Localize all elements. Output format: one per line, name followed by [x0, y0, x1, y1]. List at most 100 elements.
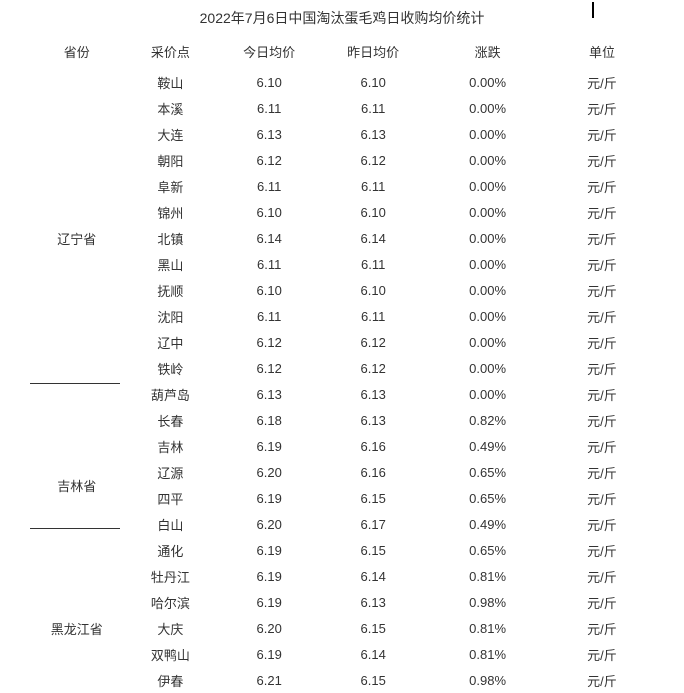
cell-today: 6.19: [217, 537, 321, 563]
table-row: 铁岭6.126.120.00%元/斤: [30, 355, 654, 381]
table-row: 双鸭山6.196.140.81%元/斤: [30, 641, 654, 667]
cell-point: 葫芦岛: [124, 381, 218, 407]
cell-yesterday: 6.13: [321, 381, 425, 407]
cell-change: 0.98%: [425, 589, 550, 615]
cell-point: 长春: [124, 407, 218, 433]
cell-unit: 元/斤: [550, 667, 654, 693]
table-body: 辽宁省鞍山6.106.100.00%元/斤本溪6.116.110.00%元/斤大…: [30, 69, 654, 693]
cell-yesterday: 6.15: [321, 537, 425, 563]
cell-yesterday: 6.14: [321, 225, 425, 251]
table-row: 通化6.196.150.65%元/斤: [30, 537, 654, 563]
cell-point: 通化: [124, 537, 218, 563]
cell-yesterday: 6.10: [321, 277, 425, 303]
table-row: 四平6.196.150.65%元/斤: [30, 485, 654, 511]
table-row: 沈阳6.116.110.00%元/斤: [30, 303, 654, 329]
table-row: 辽中6.126.120.00%元/斤: [30, 329, 654, 355]
cell-unit: 元/斤: [550, 511, 654, 537]
cell-point: 铁岭: [124, 355, 218, 381]
col-header-province: 省份: [30, 38, 124, 69]
province-cell: 吉林省: [30, 407, 124, 563]
cell-change: 0.00%: [425, 69, 550, 95]
cell-today: 6.19: [217, 485, 321, 511]
cell-yesterday: 6.15: [321, 667, 425, 693]
cell-change: 0.00%: [425, 173, 550, 199]
table-row: 抚顺6.106.100.00%元/斤: [30, 277, 654, 303]
cell-point: 牡丹江: [124, 563, 218, 589]
cell-point: 抚顺: [124, 277, 218, 303]
table-row: 辽宁省鞍山6.106.100.00%元/斤: [30, 69, 654, 95]
cell-today: 6.21: [217, 667, 321, 693]
col-header-change: 涨跌: [425, 38, 550, 69]
cell-change: 0.00%: [425, 381, 550, 407]
cell-unit: 元/斤: [550, 433, 654, 459]
cell-point: 锦州: [124, 199, 218, 225]
cell-unit: 元/斤: [550, 485, 654, 511]
cell-point: 双鸭山: [124, 641, 218, 667]
cell-unit: 元/斤: [550, 329, 654, 355]
table-container: 2022年7月6日中国淘汰蛋毛鸡日收购均价统计 省份 采价点 今日均价 昨日均价…: [0, 0, 684, 693]
page-title: 2022年7月6日中国淘汰蛋毛鸡日收购均价统计: [30, 8, 654, 28]
cell-today: 6.19: [217, 563, 321, 589]
cell-yesterday: 6.15: [321, 485, 425, 511]
cell-yesterday: 6.10: [321, 69, 425, 95]
cell-unit: 元/斤: [550, 563, 654, 589]
cell-point: 本溪: [124, 95, 218, 121]
cell-change: 0.00%: [425, 147, 550, 173]
text-cursor: [592, 2, 594, 18]
table-row: 葫芦岛6.136.130.00%元/斤: [30, 381, 654, 407]
cell-change: 0.00%: [425, 95, 550, 121]
cell-change: 0.00%: [425, 225, 550, 251]
cell-today: 6.12: [217, 355, 321, 381]
cell-yesterday: 6.10: [321, 199, 425, 225]
cell-today: 6.19: [217, 433, 321, 459]
cell-unit: 元/斤: [550, 69, 654, 95]
cell-yesterday: 6.11: [321, 95, 425, 121]
table-row: 锦州6.106.100.00%元/斤: [30, 199, 654, 225]
cell-point: 鞍山: [124, 69, 218, 95]
cell-today: 6.20: [217, 615, 321, 641]
cell-yesterday: 6.16: [321, 433, 425, 459]
cell-yesterday: 6.12: [321, 329, 425, 355]
cell-change: 0.00%: [425, 199, 550, 225]
cell-unit: 元/斤: [550, 121, 654, 147]
cell-yesterday: 6.13: [321, 407, 425, 433]
cell-yesterday: 6.12: [321, 147, 425, 173]
cell-today: 6.12: [217, 329, 321, 355]
table-row: 伊春6.216.150.98%元/斤: [30, 667, 654, 693]
cell-unit: 元/斤: [550, 407, 654, 433]
cell-today: 6.10: [217, 277, 321, 303]
price-table: 省份 采价点 今日均价 昨日均价 涨跌 单位 辽宁省鞍山6.106.100.00…: [30, 38, 654, 693]
cell-point: 辽源: [124, 459, 218, 485]
table-row: 阜新6.116.110.00%元/斤: [30, 173, 654, 199]
cell-today: 6.10: [217, 199, 321, 225]
cell-today: 6.19: [217, 641, 321, 667]
cell-change: 0.49%: [425, 433, 550, 459]
cell-today: 6.19: [217, 589, 321, 615]
cell-yesterday: 6.11: [321, 303, 425, 329]
table-row: 吉林省长春6.186.130.82%元/斤: [30, 407, 654, 433]
cell-point: 辽中: [124, 329, 218, 355]
table-row: 吉林6.196.160.49%元/斤: [30, 433, 654, 459]
cell-unit: 元/斤: [550, 225, 654, 251]
cell-change: 0.00%: [425, 355, 550, 381]
col-header-yesterday: 昨日均价: [321, 38, 425, 69]
cell-unit: 元/斤: [550, 355, 654, 381]
cell-point: 黑山: [124, 251, 218, 277]
cell-yesterday: 6.16: [321, 459, 425, 485]
cell-today: 6.20: [217, 459, 321, 485]
cell-unit: 元/斤: [550, 537, 654, 563]
cell-point: 四平: [124, 485, 218, 511]
cell-change: 0.49%: [425, 511, 550, 537]
cell-yesterday: 6.14: [321, 641, 425, 667]
cell-unit: 元/斤: [550, 381, 654, 407]
table-row: 朝阳6.126.120.00%元/斤: [30, 147, 654, 173]
cell-point: 朝阳: [124, 147, 218, 173]
cell-unit: 元/斤: [550, 251, 654, 277]
table-row: 大连6.136.130.00%元/斤: [30, 121, 654, 147]
cell-change: 0.00%: [425, 277, 550, 303]
cell-unit: 元/斤: [550, 589, 654, 615]
cell-yesterday: 6.11: [321, 173, 425, 199]
cell-change: 0.81%: [425, 563, 550, 589]
cell-point: 沈阳: [124, 303, 218, 329]
cell-today: 6.11: [217, 251, 321, 277]
